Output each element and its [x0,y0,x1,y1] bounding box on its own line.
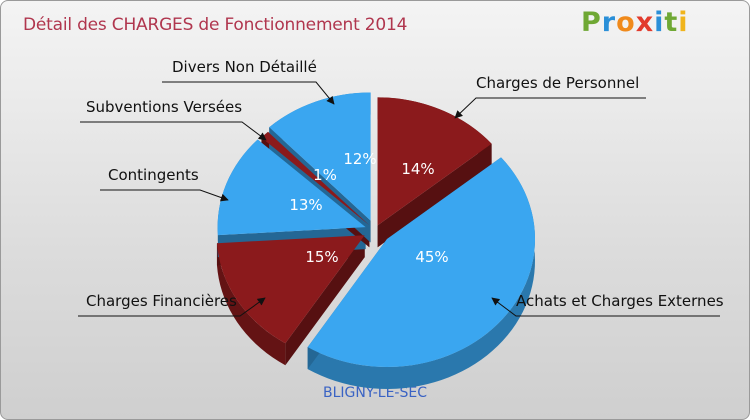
pie-slice-wall-2-0 [285,235,365,366]
logo-letter-i2: i [678,7,689,38]
callout-label-5: Divers Non Détaillé [172,58,317,76]
pct-label-1: 45% [415,248,448,266]
pie-slice-contingents[interactable] [217,139,366,236]
pct-label-0: 14% [401,160,434,178]
pie-slice-charges-financi-res[interactable] [216,235,365,344]
pct-label-5: 12% [343,150,376,168]
logo-letter-t: t [664,7,679,38]
callout-line-4 [80,121,267,141]
pct-label-4: 1% [313,166,337,184]
proxiti-logo: Proxiti [581,7,689,38]
pie-slice-wall-0-1 [377,143,492,248]
pie-slice-charges-de-personnel[interactable] [377,97,492,226]
pie-slice-divers-non-d-taill-[interactable] [269,92,371,221]
callout-label-2: Charges Financières [86,292,237,310]
logo-letter-i: i [654,7,665,38]
commune-name: BLIGNY-LE-SEC [322,385,427,401]
logo-letter-o: o [616,7,636,38]
chart-title: Détail des CHARGES de Fonctionnement 201… [23,15,408,35]
pie-slice-subventions-vers-es[interactable] [261,131,370,226]
logo-letter-x: x [635,7,655,38]
logo-letter-r: r [601,7,617,38]
callout-line-3 [100,189,229,202]
callout-line-1 [491,297,720,317]
callout-line-5 [162,81,335,105]
pie-slice-side-2 [216,243,286,366]
logo-letter-p: P [581,7,602,38]
callout-label-3: Contingents [108,166,199,184]
callout-line-0 [454,97,646,119]
pct-label-3: 13% [289,196,322,214]
callout-line-2 [78,297,266,317]
callout-label-4: Subventions Versées [86,98,242,116]
pct-label-2: 15% [305,248,338,266]
callout-label-0: Charges de Personnel [476,74,639,92]
pie-slice-achats-et-charges-externes[interactable] [307,157,536,367]
callout-label-1: Achats et Charges Externes [516,292,724,310]
